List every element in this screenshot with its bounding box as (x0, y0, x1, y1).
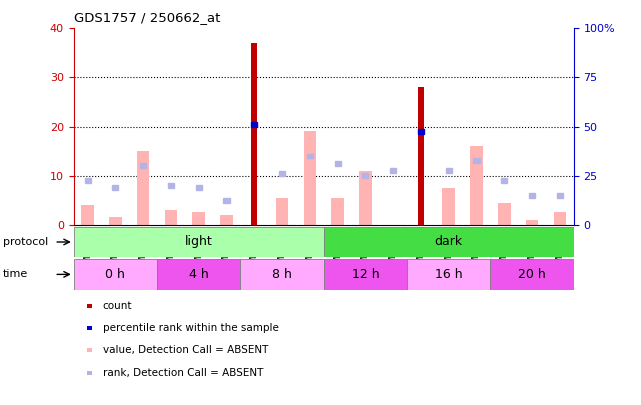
Text: 0 h: 0 h (105, 268, 126, 281)
Bar (196, 185, 202, 190)
Bar (109, 217, 122, 225)
Bar (279, 171, 285, 176)
Bar (418, 129, 424, 134)
Bar (157, 259, 240, 290)
Bar (112, 185, 119, 190)
Bar (74, 227, 324, 257)
Bar (74, 259, 157, 290)
Bar (221, 215, 233, 225)
Bar (442, 188, 455, 225)
Bar (529, 193, 535, 198)
Bar (137, 151, 149, 225)
Bar (85, 178, 90, 183)
Bar (390, 168, 396, 173)
Bar (501, 178, 507, 183)
Bar (168, 183, 174, 188)
Bar (140, 163, 146, 168)
Text: time: time (3, 269, 28, 279)
Bar (498, 202, 510, 225)
Bar (557, 193, 563, 198)
Text: rank, Detection Call = ABSENT: rank, Detection Call = ABSENT (103, 368, 263, 377)
Bar (192, 213, 205, 225)
Bar (362, 173, 369, 178)
Bar (331, 198, 344, 225)
Bar (224, 198, 229, 202)
Bar (470, 146, 483, 225)
Bar (251, 43, 257, 225)
Text: 16 h: 16 h (435, 268, 463, 281)
Bar (165, 210, 177, 225)
Text: GDS1757 / 250662_at: GDS1757 / 250662_at (74, 11, 220, 24)
Bar (307, 153, 313, 158)
Text: 20 h: 20 h (518, 268, 546, 281)
Bar (407, 259, 490, 290)
Bar (474, 158, 479, 163)
Bar (251, 122, 257, 126)
Text: dark: dark (435, 235, 463, 249)
Bar (554, 213, 566, 225)
Bar (276, 198, 288, 225)
Bar (324, 227, 574, 257)
Bar (359, 171, 372, 225)
Bar (526, 220, 538, 225)
Bar (324, 259, 407, 290)
Bar (81, 205, 94, 225)
Text: count: count (103, 301, 132, 311)
Bar (418, 87, 424, 225)
Bar (445, 168, 452, 173)
Text: percentile rank within the sample: percentile rank within the sample (103, 323, 278, 333)
Text: 8 h: 8 h (272, 268, 292, 281)
Text: 12 h: 12 h (351, 268, 379, 281)
Text: protocol: protocol (3, 237, 49, 247)
Bar (335, 161, 340, 166)
Text: value, Detection Call = ABSENT: value, Detection Call = ABSENT (103, 345, 268, 355)
Text: light: light (185, 235, 213, 249)
Bar (240, 259, 324, 290)
Bar (304, 132, 316, 225)
Bar (490, 259, 574, 290)
Text: 4 h: 4 h (189, 268, 208, 281)
